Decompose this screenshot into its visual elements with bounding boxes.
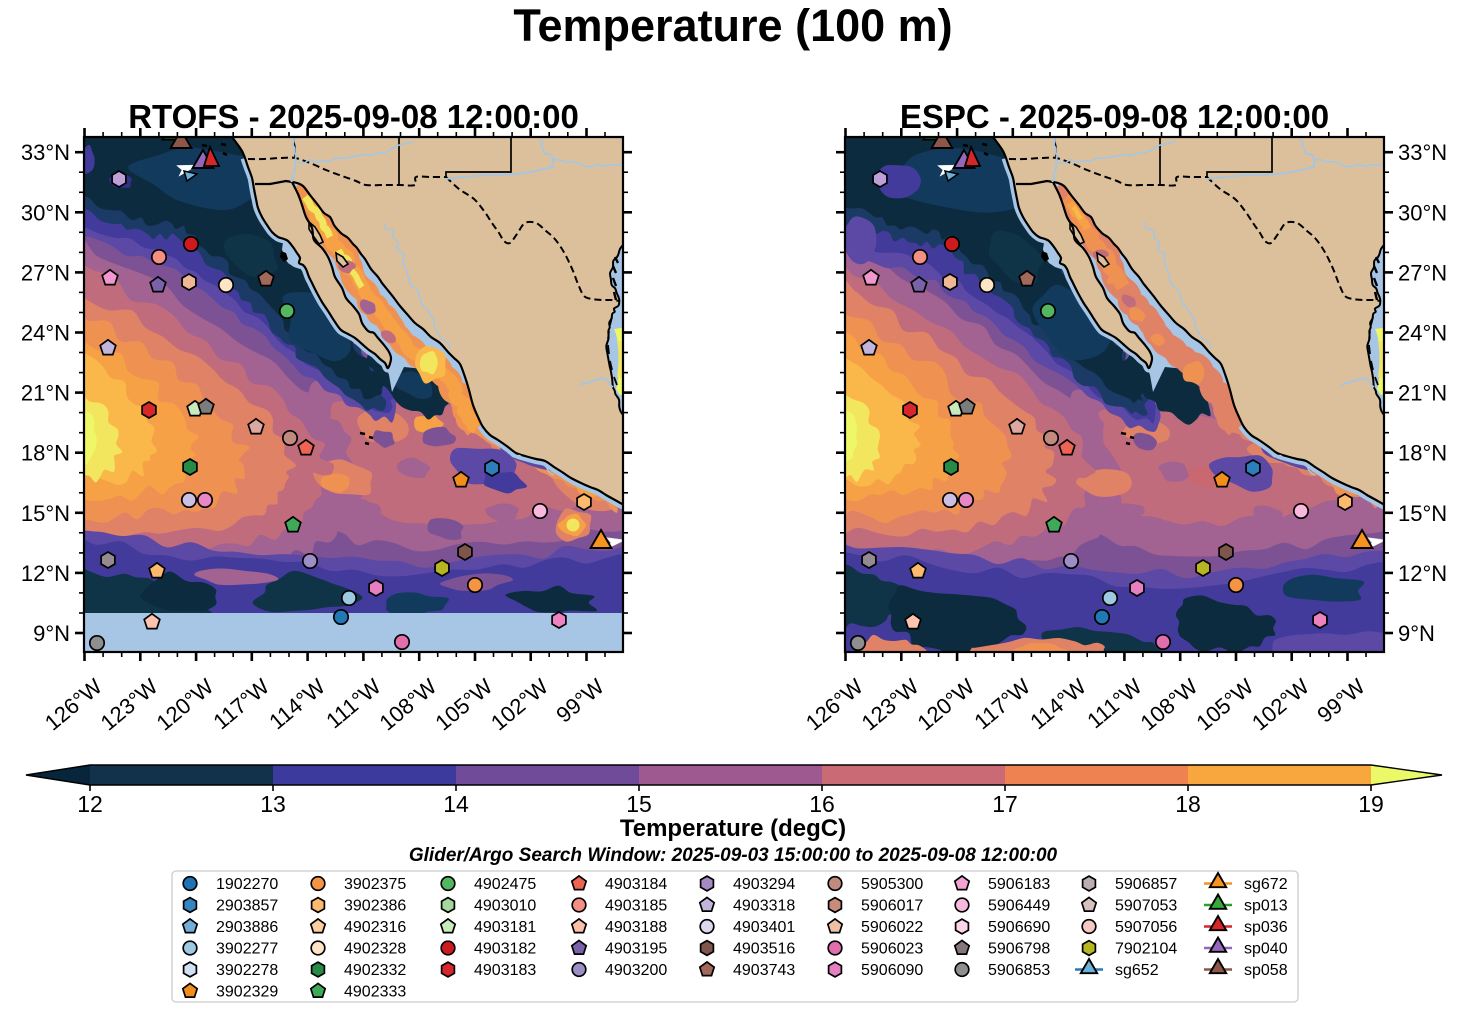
svg-text:5905300: 5905300 [861, 876, 923, 893]
svg-text:sg652: sg652 [1115, 962, 1159, 979]
svg-text:12: 12 [77, 791, 103, 817]
svg-text:4903185: 4903185 [605, 898, 667, 915]
svg-text:4902316: 4902316 [344, 919, 406, 936]
svg-text:4903181: 4903181 [474, 919, 536, 936]
svg-text:3902386: 3902386 [344, 898, 406, 915]
svg-text:12°N: 12°N [1398, 561, 1447, 586]
svg-text:4903010: 4903010 [474, 898, 536, 915]
svg-text:5907056: 5907056 [1115, 919, 1177, 936]
svg-text:30°N: 30°N [1398, 200, 1447, 225]
svg-text:4902333: 4902333 [344, 984, 406, 1001]
svg-text:4903318: 4903318 [733, 898, 795, 915]
svg-text:15°N: 15°N [21, 501, 70, 526]
svg-text:Glider/Argo Search Window: 202: Glider/Argo Search Window: 2025-09-03 15… [409, 845, 1058, 866]
svg-text:13: 13 [260, 791, 286, 817]
svg-text:sp013: sp013 [1244, 898, 1288, 915]
svg-text:4902475: 4902475 [474, 876, 536, 893]
svg-text:4903743: 4903743 [733, 962, 795, 979]
svg-text:4903183: 4903183 [474, 962, 536, 979]
svg-text:4903195: 4903195 [605, 941, 667, 958]
svg-text:5906857: 5906857 [1115, 876, 1177, 893]
svg-text:3902375: 3902375 [344, 876, 406, 893]
svg-text:2903886: 2903886 [216, 919, 278, 936]
svg-text:4903200: 4903200 [605, 962, 667, 979]
svg-text:3902278: 3902278 [216, 962, 278, 979]
svg-text:18: 18 [1175, 791, 1201, 817]
svg-text:5906690: 5906690 [988, 919, 1050, 936]
svg-text:16: 16 [809, 791, 835, 817]
svg-text:4902328: 4902328 [344, 941, 406, 958]
svg-text:9°N: 9°N [1398, 621, 1435, 646]
svg-text:4903516: 4903516 [733, 941, 795, 958]
svg-text:4902332: 4902332 [344, 962, 406, 979]
svg-text:sp040: sp040 [1244, 941, 1288, 958]
svg-text:33°N: 33°N [21, 140, 70, 165]
svg-text:RTOFS - 2025-09-08 12:00:00: RTOFS - 2025-09-08 12:00:00 [128, 98, 579, 135]
svg-text:4903188: 4903188 [605, 919, 667, 936]
svg-text:24°N: 24°N [1398, 321, 1447, 346]
svg-text:15: 15 [626, 791, 652, 817]
svg-text:30°N: 30°N [21, 200, 70, 225]
svg-text:14: 14 [443, 791, 469, 817]
svg-text:12°N: 12°N [21, 561, 70, 586]
svg-text:ESPC - 2025-09-08 12:00:00: ESPC - 2025-09-08 12:00:00 [900, 98, 1329, 135]
svg-text:4903182: 4903182 [474, 941, 536, 958]
svg-text:sp058: sp058 [1244, 962, 1288, 979]
svg-text:5906798: 5906798 [988, 941, 1050, 958]
svg-text:9°N: 9°N [33, 621, 70, 646]
svg-text:5906090: 5906090 [861, 962, 923, 979]
svg-text:33°N: 33°N [1398, 140, 1447, 165]
svg-text:Temperature (degC): Temperature (degC) [620, 815, 846, 842]
svg-text:5906023: 5906023 [861, 941, 923, 958]
svg-text:5907053: 5907053 [1115, 898, 1177, 915]
svg-text:18°N: 18°N [21, 441, 70, 466]
svg-text:2903857: 2903857 [216, 898, 278, 915]
svg-text:5906183: 5906183 [988, 876, 1050, 893]
svg-text:27°N: 27°N [1398, 260, 1447, 285]
svg-text:4903294: 4903294 [733, 876, 795, 893]
svg-text:18°N: 18°N [1398, 441, 1447, 466]
svg-text:sg672: sg672 [1244, 876, 1288, 893]
svg-text:19: 19 [1358, 791, 1384, 817]
svg-text:27°N: 27°N [21, 260, 70, 285]
svg-text:Temperature (100 m): Temperature (100 m) [513, 0, 952, 51]
svg-text:17: 17 [992, 791, 1018, 817]
svg-text:7902104: 7902104 [1115, 941, 1177, 958]
svg-text:4903401: 4903401 [733, 919, 795, 936]
svg-text:5906017: 5906017 [861, 898, 923, 915]
svg-text:3902329: 3902329 [216, 984, 278, 1001]
svg-text:5906853: 5906853 [988, 962, 1050, 979]
svg-text:sp036: sp036 [1244, 919, 1288, 936]
svg-text:21°N: 21°N [1398, 381, 1447, 406]
svg-text:15°N: 15°N [1398, 501, 1447, 526]
svg-text:5906022: 5906022 [861, 919, 923, 936]
svg-text:1902270: 1902270 [216, 876, 278, 893]
svg-text:24°N: 24°N [21, 321, 70, 346]
svg-text:3902277: 3902277 [216, 941, 278, 958]
svg-text:4903184: 4903184 [605, 876, 667, 893]
svg-text:5906449: 5906449 [988, 898, 1050, 915]
svg-text:21°N: 21°N [21, 381, 70, 406]
